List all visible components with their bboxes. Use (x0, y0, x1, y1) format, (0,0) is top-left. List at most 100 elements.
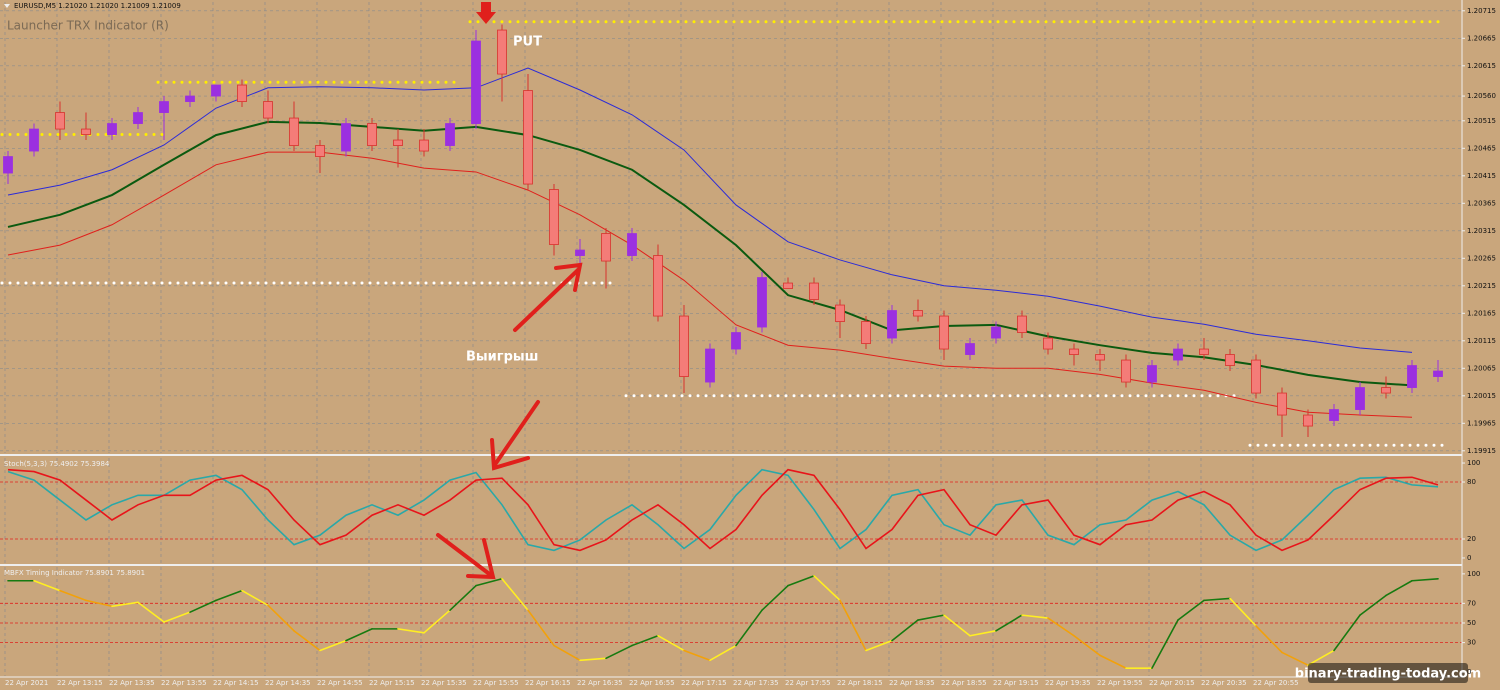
indicator-segment (735, 609, 763, 647)
indicator-segment (1099, 654, 1127, 669)
y-tick-label: 100 (1467, 570, 1480, 578)
indicator-segment (683, 649, 711, 662)
x-tick-label: 22 Apr 19:55 (1097, 679, 1143, 687)
x-tick-label: 22 Apr 15:15 (369, 679, 415, 687)
y-tick-label: 1.20665 (1467, 34, 1496, 42)
x-tick-label: 22 Apr 13:55 (161, 679, 207, 687)
y-tick-label: 1.20065 (1467, 364, 1496, 372)
x-tick-label: 22 Apr 14:35 (265, 679, 311, 687)
candle-body (939, 315, 949, 350)
candle-body (289, 117, 299, 146)
indicator-segment (85, 599, 113, 608)
x-tick-label: 22 Apr 16:35 (577, 679, 623, 687)
annotation: Выигрыш (466, 350, 538, 365)
chart-title: EURUSD,M5 1.21020 1.21020 1.21009 1.2100… (14, 2, 181, 10)
indicator-segment (1333, 614, 1361, 652)
indicator-segment (293, 630, 321, 652)
y-tick-label: 1.20215 (1467, 282, 1496, 290)
indicator-segment (995, 614, 1023, 632)
indicator-segment (839, 599, 867, 652)
candle-body (783, 282, 793, 289)
candle-body (1355, 387, 1365, 410)
y-tick-label: 1.20015 (1467, 392, 1496, 400)
indicator-segment (1359, 594, 1387, 616)
candle-body (393, 139, 403, 146)
y-tick-label: 1.20265 (1467, 254, 1496, 262)
indicator-segment (59, 589, 87, 602)
annotation: PUT (513, 35, 542, 50)
x-tick-label: 22 Apr 17:55 (785, 679, 831, 687)
indicator-segment (553, 644, 581, 662)
annotation-arrows (436, 262, 583, 580)
candle-body (653, 255, 663, 317)
candle-body (445, 123, 455, 146)
indicator-segment (111, 601, 139, 608)
candle-body (1225, 354, 1235, 366)
candle-body (1121, 359, 1131, 383)
candle-body (211, 84, 221, 97)
x-tick-label: 22 Apr 17:15 (681, 679, 727, 687)
indicator-line (7, 468, 1439, 552)
x-tick-label: 22 Apr 20:35 (1201, 679, 1247, 687)
indicator-segment (761, 584, 789, 612)
indicator-segment (969, 630, 997, 637)
y-tick-label: 1.19915 (1467, 447, 1496, 455)
candle-body (471, 40, 481, 124)
y-tick-label: 50 (1467, 619, 1476, 627)
indicator-segment (163, 611, 191, 623)
candle-body (1251, 359, 1261, 394)
indicator-segment (1203, 597, 1231, 602)
y-tick-label: 80 (1467, 478, 1476, 486)
x-tick-label: 22 Apr 18:15 (837, 679, 883, 687)
indicator-segment (657, 634, 685, 652)
indicator-segment (917, 614, 945, 621)
candle-body (133, 112, 143, 124)
x-tick-label: 22 Apr 16:15 (525, 679, 571, 687)
y-tick-label: 70 (1467, 599, 1476, 607)
candle-body (1069, 348, 1079, 355)
indicator-segment (631, 634, 659, 647)
x-tick-label: 22 Apr 18:35 (889, 679, 935, 687)
x-tick-label: 22 Apr 19:35 (1045, 679, 1091, 687)
x-tick-label: 22 Apr 15:55 (473, 679, 519, 687)
sell-arrow (476, 2, 496, 24)
candle-body (1277, 392, 1287, 416)
indicator-segment (1151, 619, 1179, 669)
candle-body (341, 123, 351, 152)
candle-body (1329, 409, 1339, 421)
x-tick-label: 22 Apr 14:55 (317, 679, 363, 687)
arrow (436, 533, 496, 580)
y-tick-label: 1.20415 (1467, 172, 1496, 180)
candle-body (835, 304, 845, 322)
indicator-line (7, 151, 1413, 418)
candle-body (3, 156, 13, 174)
candle-body (263, 101, 273, 119)
candle-body (887, 310, 897, 339)
indicator-segment (345, 628, 373, 642)
indicator-segment (527, 609, 555, 647)
indicator-segment (501, 577, 529, 612)
x-tick-label: 22 Apr 18:55 (941, 679, 987, 687)
candle-body (367, 123, 377, 146)
indicator-segment (1047, 617, 1075, 637)
candle-body (731, 332, 741, 350)
candle-body (497, 29, 507, 75)
arrow (490, 400, 540, 471)
arrow (513, 262, 583, 332)
candle-body (159, 101, 169, 113)
indicator-segment (1229, 597, 1257, 627)
candle-body (1199, 348, 1209, 355)
candle-body (55, 112, 65, 130)
grid (0, 2, 1462, 676)
indicator-segment (865, 639, 893, 652)
y-tick-label: 1.20515 (1467, 117, 1496, 125)
candle-body (679, 315, 689, 377)
y-tick-label: 20 (1467, 535, 1476, 543)
panel-title: Stoch(5,3,3) 75.4902 75.3984 (4, 460, 110, 468)
indicator-segment (787, 575, 815, 587)
candle-body (1407, 365, 1417, 388)
indicator-segment (709, 644, 737, 662)
x-tick-label: 22 Apr 16:55 (629, 679, 675, 687)
x-tick-label: 22 Apr 15:35 (421, 679, 467, 687)
